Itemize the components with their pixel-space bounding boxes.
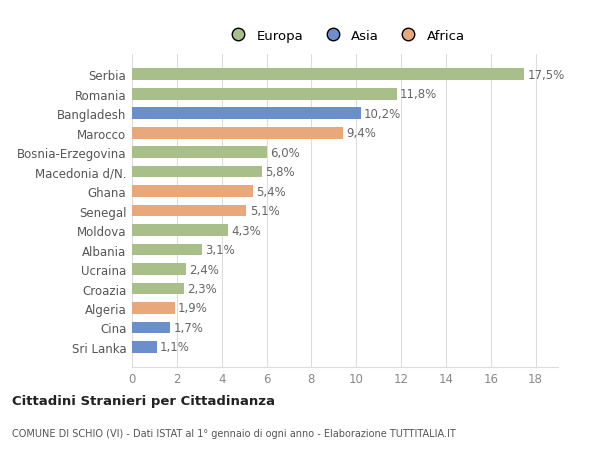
Bar [132,263,186,275]
Text: 5,1%: 5,1% [250,205,280,218]
Text: 5,8%: 5,8% [265,166,295,179]
Text: COMUNE DI SCHIO (VI) - Dati ISTAT al 1° gennaio di ogni anno - Elaborazione TUTT: COMUNE DI SCHIO (VI) - Dati ISTAT al 1° … [12,428,456,438]
Text: 17,5%: 17,5% [528,68,565,82]
Bar [132,341,157,353]
Text: 2,3%: 2,3% [187,282,217,295]
Legend: Europa, Asia, Africa: Europa, Asia, Africa [220,24,470,48]
Text: 1,1%: 1,1% [160,341,190,354]
Text: 2,4%: 2,4% [189,263,219,276]
Bar [132,128,343,139]
Bar [132,244,202,256]
Bar [132,108,361,120]
Bar [132,205,247,217]
Text: 3,1%: 3,1% [205,244,235,257]
Bar [132,283,184,295]
Bar [132,69,524,81]
Text: 1,7%: 1,7% [173,321,203,334]
Bar [132,147,266,159]
Text: 9,4%: 9,4% [346,127,376,140]
Text: 1,9%: 1,9% [178,302,208,315]
Bar [132,167,262,178]
Text: 11,8%: 11,8% [400,88,437,101]
Text: 5,4%: 5,4% [256,185,286,198]
Text: 4,3%: 4,3% [232,224,262,237]
Bar [132,186,253,197]
Bar [132,89,397,101]
Bar [132,225,229,236]
Text: 6,0%: 6,0% [270,146,299,159]
Bar [132,302,175,314]
Text: Cittadini Stranieri per Cittadinanza: Cittadini Stranieri per Cittadinanza [12,394,275,407]
Bar [132,322,170,334]
Text: 10,2%: 10,2% [364,107,401,120]
